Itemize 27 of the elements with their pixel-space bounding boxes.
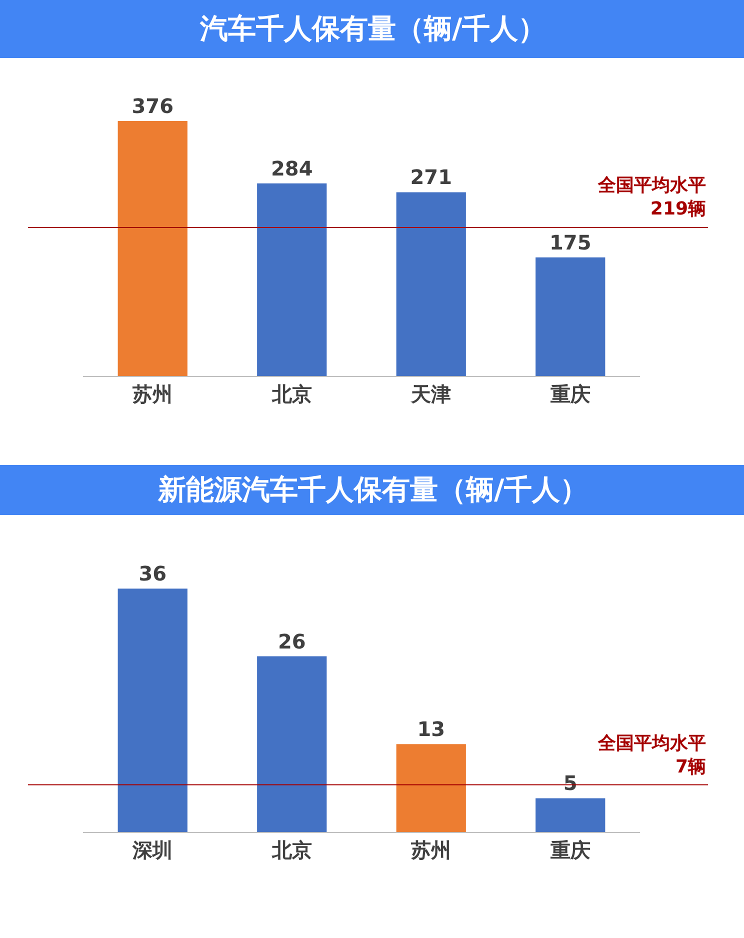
data-label: 175 [550,230,592,254]
ref-line-label: 全国平均水平 219辆 [597,175,706,220]
bar [536,798,606,832]
chart-title: 新能源汽车千人保有量（辆/千人） [157,473,588,506]
x-tick-label: 重庆 [549,838,590,862]
bar [257,656,327,832]
bar [536,257,606,376]
x-tick-label: 苏州 [410,838,452,862]
data-label: 13 [417,717,446,742]
bar [118,121,188,376]
x-tick-label: 深圳 [132,838,173,862]
bar [118,588,188,832]
chart-title: 汽车千人保有量（辆/千人） [199,12,546,45]
ref-line-label: 全国平均水平 7辆 [597,733,706,778]
x-tick-label: 苏州 [132,382,173,406]
x-tick-label: 天津 [410,382,452,406]
bar [396,192,466,376]
bar [396,744,466,832]
data-label: 36 [138,562,167,586]
x-tick-label: 北京 [270,382,312,406]
x-tick-label: 北京 [270,838,312,862]
x-tick-label: 重庆 [549,382,590,406]
bar [257,183,327,376]
data-label: 284 [271,156,313,180]
data-label: 26 [278,629,306,654]
data-label: 271 [410,165,452,190]
data-label: 376 [132,94,174,118]
